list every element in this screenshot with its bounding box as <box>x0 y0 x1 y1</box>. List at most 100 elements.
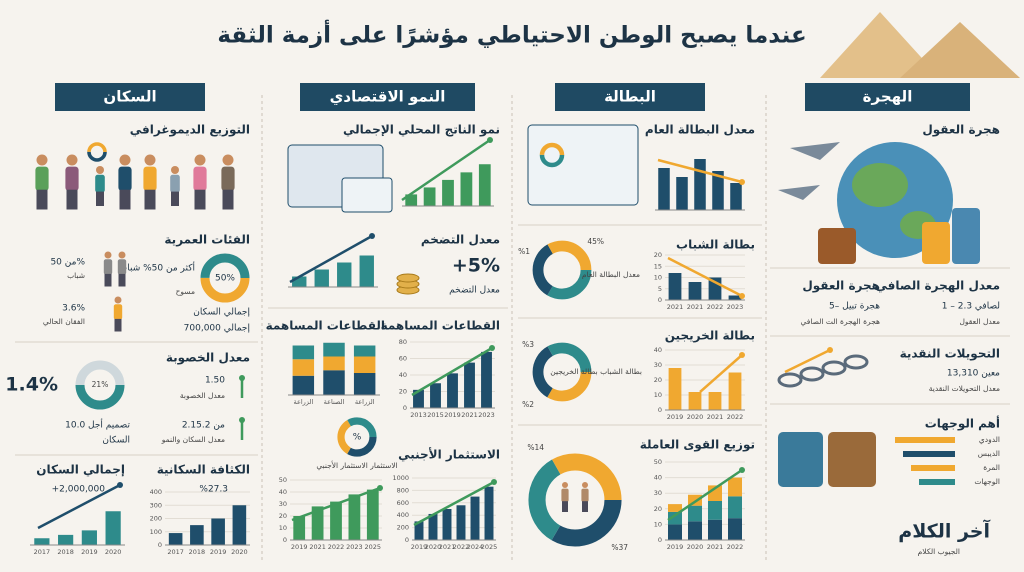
suitcase-icon <box>818 228 856 264</box>
person-icon <box>36 189 48 210</box>
y-tick-label: 0 <box>658 296 662 304</box>
bar <box>658 168 670 210</box>
person-icon <box>104 273 112 287</box>
trend-arrow-head <box>739 179 745 185</box>
section-banner <box>805 83 970 111</box>
section-banner <box>55 83 205 111</box>
y-tick-label: 50 <box>654 458 662 466</box>
bar <box>359 255 374 287</box>
y-tick-label: 40 <box>279 488 287 496</box>
label: %14 <box>527 443 544 452</box>
y-tick-label: 10 <box>654 274 662 282</box>
x-tick-label: 2019 <box>411 543 428 551</box>
suitcase-icon <box>778 432 823 487</box>
x-tick-label: 2021 <box>707 543 724 551</box>
bar-segment <box>668 504 682 512</box>
bar-segment <box>708 519 722 540</box>
label: الفئات العمرية <box>164 233 250 247</box>
y-tick-label: 0 <box>403 404 407 412</box>
section-header: السكان <box>103 88 156 106</box>
trend-arrow <box>37 483 121 530</box>
trend-arrow <box>667 468 743 522</box>
label: شباب <box>67 271 85 280</box>
trend-arrow-head <box>739 293 745 299</box>
x-tick-label: 2021 <box>309 543 326 551</box>
trend-arrow-head <box>489 345 495 351</box>
bar-segment <box>353 356 376 373</box>
bar <box>430 383 441 408</box>
bar <box>676 177 688 210</box>
trend-arrow <box>289 234 373 284</box>
label: 10.0 تصميم أجل <box>65 419 130 431</box>
bar-segment <box>323 370 345 395</box>
suitcase-icon <box>828 432 876 487</box>
label: معدل العقول <box>959 317 1000 326</box>
x-tick-label: الزراعة <box>293 398 313 406</box>
bar <box>81 530 97 545</box>
y-tick-label: 20 <box>654 505 662 513</box>
label: 45% <box>587 237 604 246</box>
y-tick-label: 30 <box>654 361 662 369</box>
label: +2,000,000 <box>52 485 106 495</box>
bar <box>442 179 454 206</box>
label: 5– هجرة تبيل <box>829 302 880 312</box>
label: التوزيع الديموغرافي <box>130 123 250 138</box>
label: أكثر من 50% شباب <box>119 262 195 274</box>
y-tick-label: 20 <box>279 512 287 520</box>
x-tick-label: 2020 <box>425 543 442 551</box>
x-tick-label: 2013 <box>410 411 427 419</box>
bar-segment <box>728 496 742 519</box>
y-tick-label: 100 <box>150 528 162 536</box>
x-tick-label: 2017 <box>34 548 51 556</box>
trend-arrow-head <box>491 479 497 485</box>
trend-arrow <box>657 158 743 184</box>
trend-arrow <box>291 486 381 522</box>
legend-label: المرة <box>983 463 1000 472</box>
person-icon <box>66 189 78 210</box>
person-icon <box>144 189 156 210</box>
label: 50% <box>215 274 235 284</box>
y-tick-label: 40 <box>654 346 662 354</box>
label: 1.4% <box>5 374 58 396</box>
x-tick-label: 2019 <box>81 548 98 556</box>
y-tick-label: 0 <box>658 406 662 414</box>
section-banner <box>555 83 705 111</box>
label: معدل السكان والنمو <box>161 435 225 444</box>
x-tick-label: الزراعة <box>355 398 375 406</box>
donut-ring <box>337 417 377 457</box>
bar-segment <box>353 373 376 395</box>
bar <box>330 501 342 540</box>
label: بطالة الشباب بطالة الخريجين <box>550 367 642 376</box>
x-tick-label: 2022 <box>727 413 744 421</box>
trend-arrow <box>401 138 491 202</box>
y-tick-label: 20 <box>654 251 662 259</box>
bar-segment <box>292 345 315 360</box>
label: هجرة العقول <box>802 279 880 294</box>
label: %1 <box>518 247 530 256</box>
bar <box>413 389 424 408</box>
bar <box>348 494 361 540</box>
donut-ring <box>532 240 592 300</box>
trend-arrow <box>411 346 493 397</box>
suitcase-icon <box>952 208 980 264</box>
bar <box>730 183 742 210</box>
label: السكان <box>102 436 130 446</box>
bar <box>481 351 492 408</box>
bar <box>428 513 438 540</box>
x-tick-label: 2019 <box>667 543 684 551</box>
label: %3 <box>522 340 534 349</box>
person-icon <box>119 189 131 210</box>
x-tick-label: 2025 <box>365 543 382 551</box>
person-icon <box>96 166 104 174</box>
y-tick-label: 10 <box>654 520 662 528</box>
label: الفقان الحالي <box>43 317 85 326</box>
y-tick-label: 30 <box>279 500 287 508</box>
section-banner <box>300 83 475 111</box>
bar <box>668 273 682 300</box>
x-tick-label: 2021 <box>707 413 724 421</box>
donut-ring <box>539 142 565 168</box>
x-tick-label: 2021 <box>667 303 684 311</box>
legend-swatch <box>895 437 955 443</box>
y-tick-label: 300 <box>150 501 162 509</box>
